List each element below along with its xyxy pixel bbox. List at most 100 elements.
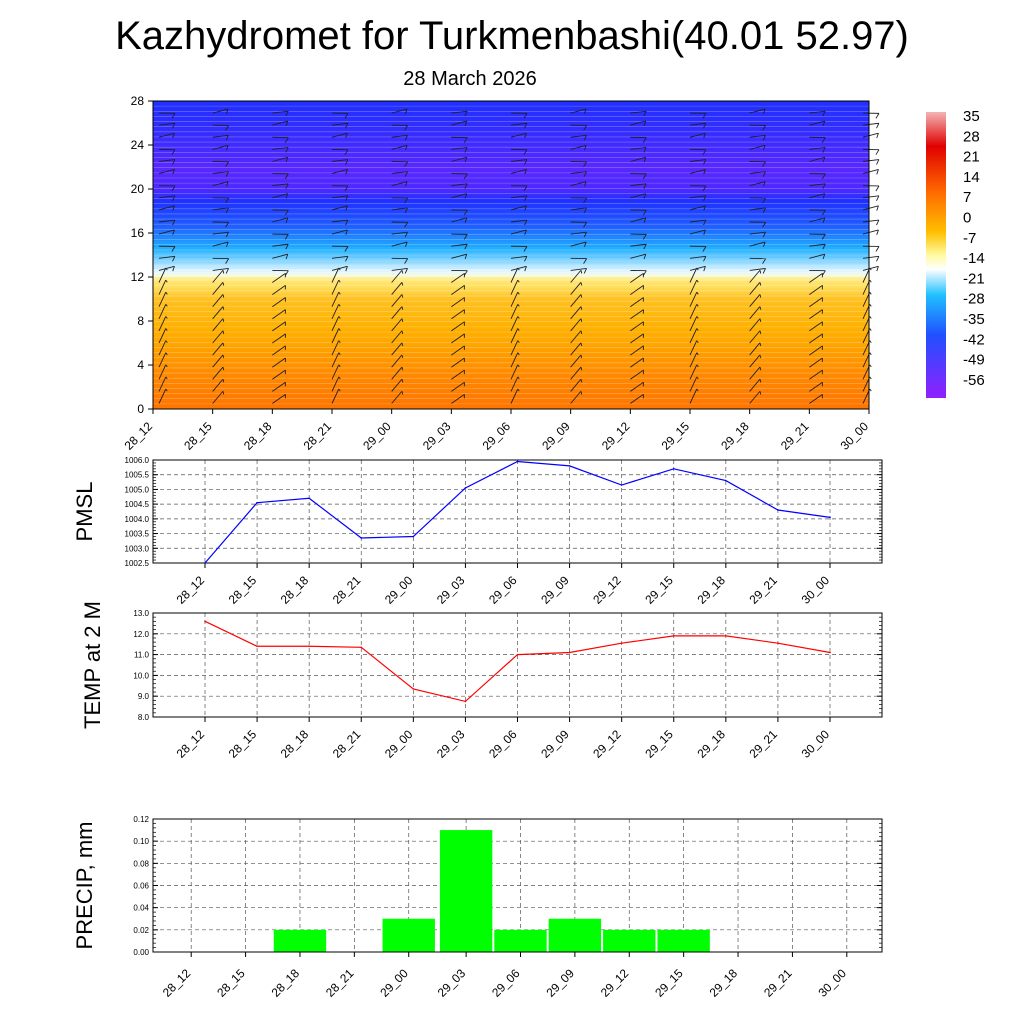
temperature-band xyxy=(153,114,869,118)
temperature-band xyxy=(153,180,869,184)
wind-barb xyxy=(391,268,408,271)
wind-barb xyxy=(331,265,348,271)
temperature-band xyxy=(153,323,869,327)
wind-barb-flag xyxy=(344,113,349,119)
plot-frame xyxy=(152,612,883,718)
temperature-band xyxy=(153,172,869,176)
wind-barb-flag xyxy=(523,185,528,192)
wind-barb xyxy=(570,282,582,295)
temperature-band xyxy=(153,177,869,182)
temp-point xyxy=(204,620,206,623)
temperature-band xyxy=(153,246,869,250)
wind-barb-flag xyxy=(643,157,647,163)
temperature-band xyxy=(153,139,869,143)
temperature-band xyxy=(153,312,869,316)
wind-barb xyxy=(331,316,340,332)
temperature-band xyxy=(153,103,869,107)
wind-barb xyxy=(570,330,582,344)
wind-barb xyxy=(272,120,288,126)
x-tick-label: 28_21 xyxy=(323,966,357,1000)
colorbar-label: -14 xyxy=(963,250,985,267)
wind-barb xyxy=(331,352,340,368)
wind-barb-flag xyxy=(517,364,520,368)
wind-barb xyxy=(510,267,519,283)
wind-barb-flag xyxy=(285,183,289,189)
wind-barb xyxy=(862,122,879,126)
chart-date: 28 March 2026 xyxy=(403,68,537,90)
wind-barb xyxy=(212,390,224,404)
wind-barb-flag xyxy=(464,110,468,117)
wind-barb xyxy=(158,255,175,259)
wind-barb xyxy=(212,144,229,150)
wind-barb-flag xyxy=(285,157,289,163)
precip-bar xyxy=(603,929,656,952)
colorbar-label: 28 xyxy=(963,128,980,145)
wind-barb xyxy=(391,108,408,114)
colorbar-gradient xyxy=(926,112,946,398)
wind-barb-flag xyxy=(338,316,341,319)
wind-barb-flag xyxy=(165,388,168,392)
wind-barb xyxy=(570,171,587,175)
wind-barb xyxy=(451,333,465,344)
wind-barb xyxy=(212,354,224,368)
wind-barb xyxy=(451,345,465,356)
wind-barb xyxy=(689,159,706,162)
wind-barb-flag xyxy=(762,207,766,214)
temp-point xyxy=(516,653,519,656)
temperature-band xyxy=(153,218,869,223)
temperature-band xyxy=(153,262,869,267)
wind-barb-flag xyxy=(345,205,348,211)
wind-barb xyxy=(391,134,408,138)
y-tick-label: 1003.5 xyxy=(125,530,150,539)
wind-barb xyxy=(862,219,879,223)
wind-barb-flag xyxy=(404,161,409,168)
wind-barb-flag xyxy=(759,318,762,322)
wind-barb xyxy=(451,147,468,150)
wind-barb xyxy=(570,134,587,138)
precip-panel: 0.00 0.02 0.04 0.06 0.08 0.10 0.12 28_12 28_15 28… xyxy=(72,815,883,1000)
wind-barb xyxy=(570,306,582,320)
wind-barb xyxy=(272,183,289,187)
wind-barb xyxy=(689,265,706,271)
wind-barb-flag xyxy=(517,340,520,343)
wind-barb-flag xyxy=(171,185,176,192)
wind-barb xyxy=(510,352,519,368)
wind-barb xyxy=(809,243,826,247)
wind-barb xyxy=(689,388,698,404)
y-tick-label: 4 xyxy=(137,358,144,372)
temperature-band xyxy=(153,119,869,124)
temperature-band xyxy=(153,309,869,314)
wind-barb xyxy=(331,376,340,392)
wind-barb xyxy=(570,269,582,283)
temperature-band xyxy=(153,370,869,374)
wind-barb-flag xyxy=(869,364,872,368)
wind-barb-flag xyxy=(822,157,826,163)
precip-bar xyxy=(657,929,710,952)
wind-barb-flag xyxy=(583,161,588,168)
wind-barb-flag xyxy=(696,388,699,392)
wind-barb xyxy=(391,171,408,175)
wind-barb-flag xyxy=(876,205,879,211)
wind-barb xyxy=(862,132,879,138)
wind-barb-flag xyxy=(401,379,404,383)
wind-barb-flag xyxy=(702,149,707,155)
x-tick-label: 29_00 xyxy=(382,727,416,761)
wind-barb-flag xyxy=(225,145,229,151)
temperature-band xyxy=(153,378,869,382)
wind-barb-flag xyxy=(222,270,225,274)
wind-barb-flag xyxy=(524,266,527,272)
temperature-band xyxy=(153,136,869,140)
y-tick-label: 24 xyxy=(131,138,145,152)
wind-barb xyxy=(212,241,229,247)
wind-barb-flag xyxy=(463,137,468,143)
wind-barb-flag xyxy=(523,113,528,119)
wind-barb-flag xyxy=(345,195,349,202)
temperature-band xyxy=(153,199,869,204)
temperature-band xyxy=(153,174,869,179)
wind-barb xyxy=(272,381,286,392)
wind-barb-flag xyxy=(580,294,583,298)
temp-point xyxy=(308,645,310,648)
wind-barb-flag xyxy=(517,352,520,356)
temperature-band xyxy=(153,150,869,154)
